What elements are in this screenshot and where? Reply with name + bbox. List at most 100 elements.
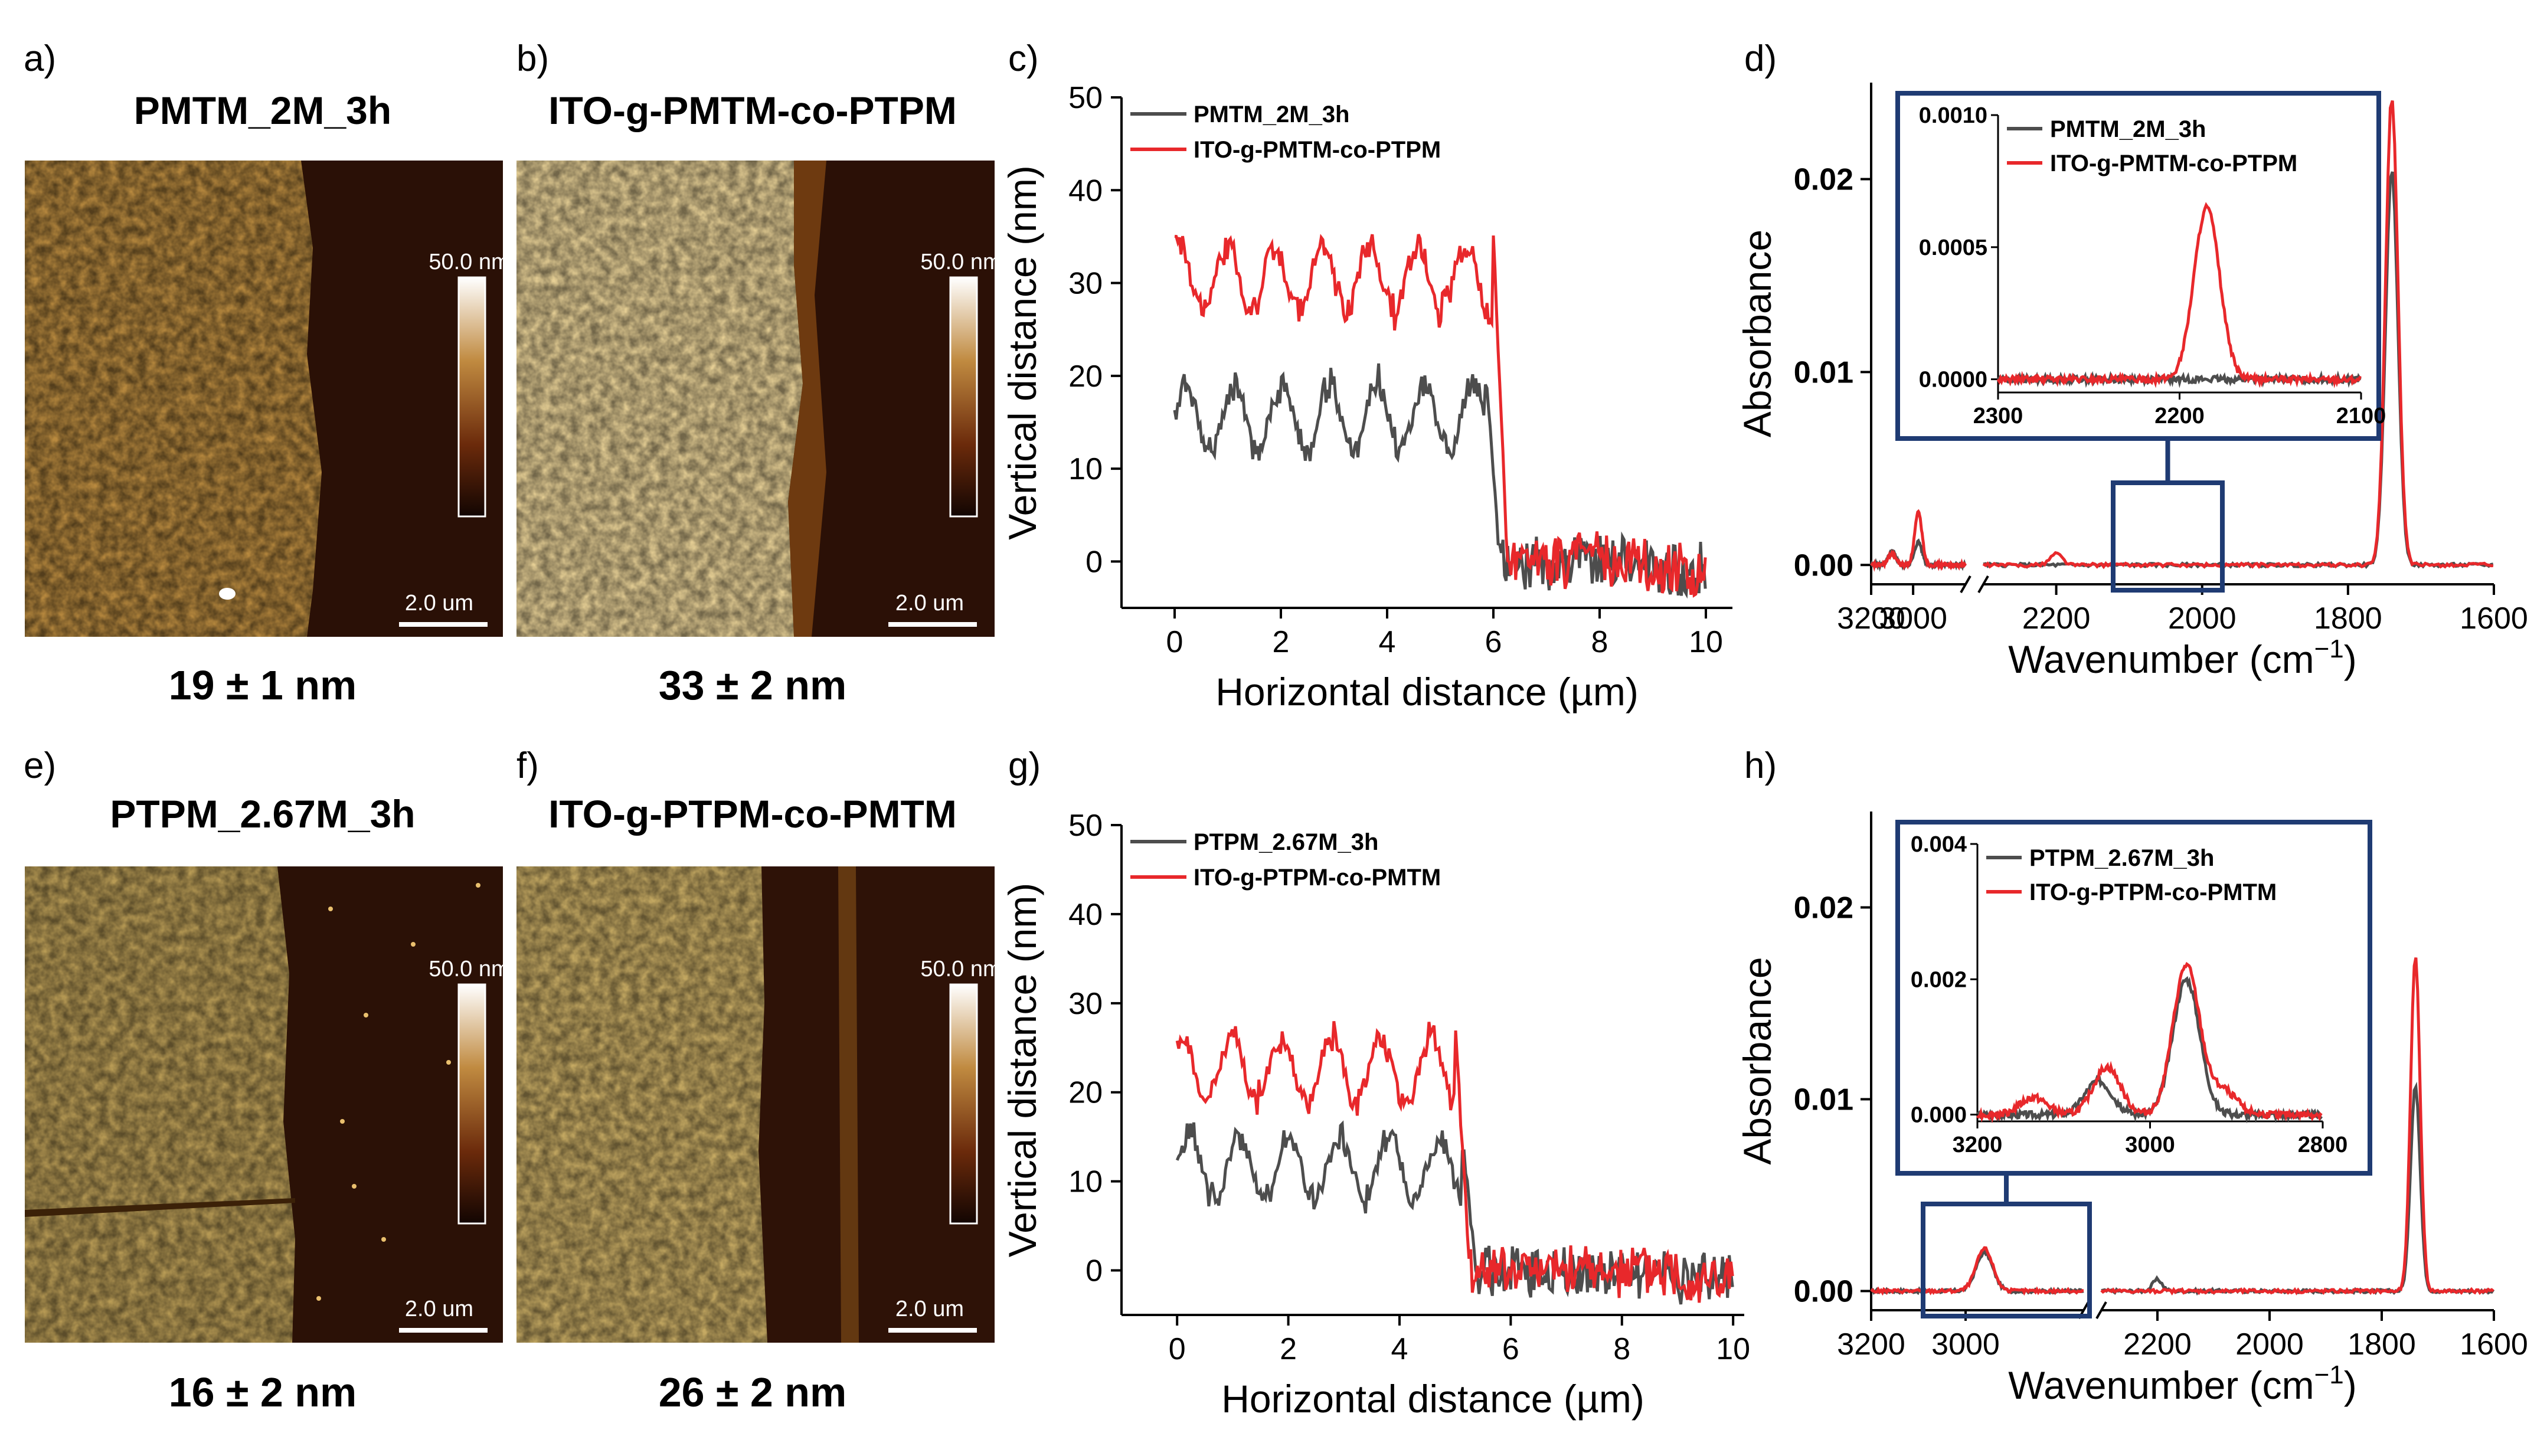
scale-bar-label-f: 2.0 um — [895, 1297, 964, 1321]
x-tick-label: 10 — [1716, 1332, 1750, 1366]
inset-y-tick-label: 0.0010 — [1919, 103, 1987, 128]
y-tick-label: 0.01 — [1794, 355, 1853, 390]
inset-y-tick-label: 0.0000 — [1919, 368, 1987, 392]
color-scale-bar-b — [949, 276, 978, 518]
inset-x-tick-label: 3000 — [2125, 1133, 2175, 1157]
scale-bar-label-a: 2.0 um — [405, 591, 473, 616]
x-tick-label: 1800 — [2314, 601, 2382, 636]
panel-letter-e: e) — [24, 745, 56, 786]
inset-x-tick-label: 3200 — [1953, 1133, 2003, 1157]
afm-result-a: 19 ± 1 nm — [169, 662, 357, 708]
afm-panel-a: a) PMTM_2M_3h 50.0 nm 2.0 um 19 ± 1 nm — [24, 38, 510, 708]
color-scale-bar-f — [949, 983, 978, 1225]
x-tick-label: 10 — [1689, 625, 1723, 659]
legend-label-2: ITO-g-PMTM-co-PTPM — [1194, 137, 1441, 163]
y-tick-label: 0.02 — [1794, 162, 1853, 197]
zoom-region-box — [2111, 480, 2225, 593]
legend-label-1: PMTM_2M_3h — [2050, 116, 2206, 142]
x-tick-label: 2 — [1273, 625, 1290, 659]
y-axis-label: Absorbance — [1735, 957, 1779, 1164]
inset-x-tick-label: 2100 — [2336, 404, 2386, 428]
x-tick-label: 6 — [1485, 625, 1502, 659]
inset-series-line-2 — [1976, 961, 2323, 1124]
x-tick-label: 2000 — [2168, 601, 2237, 636]
inset-y-tick-label: 0.0005 — [1919, 235, 1987, 260]
series-line-2-left — [1870, 509, 1967, 572]
series-line-2-right — [1982, 100, 2493, 570]
legend-label-1: PMTM_2M_3h — [1194, 102, 1350, 127]
x-tick-label: 2000 — [2235, 1327, 2304, 1362]
x-tick-label: 2200 — [2022, 601, 2091, 636]
x-tick-label: 4 — [1391, 1332, 1408, 1366]
afm-result-b: 33 ± 2 nm — [659, 662, 847, 708]
color-scale-max-a: 50.0 nm — [429, 250, 509, 274]
color-scale-max-e: 50.0 nm — [429, 957, 509, 981]
panel-letter-d: d) — [1744, 38, 1777, 79]
x-tick-label: 3000 — [1931, 1327, 2000, 1362]
zoom-region-box — [1921, 1202, 2092, 1318]
y-tick-label: 30 — [1068, 987, 1103, 1021]
y-tick-label: 40 — [1068, 174, 1103, 208]
panel-letter-g: g) — [1008, 745, 1041, 786]
panel-letter-a: a) — [24, 38, 56, 79]
x-tick-label: 2 — [1280, 1332, 1297, 1366]
inset-y-tick-label: 0.000 — [1911, 1103, 1967, 1128]
y-tick-label: 40 — [1068, 898, 1103, 932]
x-tick-label: 3200 — [1837, 601, 1905, 636]
scale-bar-label-b: 2.0 um — [895, 591, 964, 616]
color-scale-max-b: 50.0 nm — [920, 250, 1001, 274]
x-tick-label: 3200 — [1837, 1327, 1905, 1362]
y-tick-label: 0.01 — [1794, 1083, 1853, 1117]
y-axis-label: Vertical distance (nm) — [1001, 883, 1044, 1258]
legend-label-1: PTPM_2.67M_3h — [1194, 829, 1378, 855]
chart-h: h) 3200 3000 2200 2000 1800 1600 0.00 0.01 0.02 Wa… — [1735, 745, 2528, 1407]
series-line-1 — [1175, 1120, 1734, 1305]
inset-x-tick-label: 2300 — [1973, 404, 2023, 428]
axis-break-mark — [1960, 575, 1989, 593]
y-tick-label: 50 — [1068, 809, 1103, 843]
afm-title-b: ITO-g-PMTM-co-PTPM — [548, 89, 957, 132]
series-line-2 — [1175, 1021, 1734, 1303]
x-axis-label: Wavenumber (cm−1) — [2008, 1360, 2357, 1407]
afm-title-f: ITO-g-PTPM-co-PMTM — [548, 792, 957, 836]
legend-label-1: PTPM_2.67M_3h — [2029, 845, 2214, 871]
legend-label-2: ITO-g-PTPM-co-PMTM — [1194, 865, 1441, 891]
x-tick-label: 1600 — [2460, 601, 2528, 636]
x-tick-label: 8 — [1591, 625, 1608, 659]
x-tick-label: 6 — [1502, 1332, 1519, 1366]
x-tick-label: 1600 — [2460, 1327, 2528, 1362]
y-axis-label: Absorbance — [1735, 230, 1779, 437]
panel-letter-c: c) — [1008, 38, 1039, 79]
afm-panel-f: f) ITO-g-PTPM-co-PMTM 50.0 nm 2.0 um 26 … — [516, 745, 1002, 1415]
color-scale-max-f: 50.0 nm — [920, 957, 1001, 981]
x-tick-label: 2200 — [2123, 1327, 2192, 1362]
y-tick-label: 30 — [1068, 267, 1103, 301]
x-tick-label: 1800 — [2347, 1327, 2416, 1362]
inset-y-tick-label: 0.002 — [1911, 967, 1967, 992]
afm-result-f: 26 ± 2 nm — [659, 1369, 847, 1415]
x-tick-label: 3000 — [1879, 601, 1947, 636]
y-tick-label: 20 — [1068, 359, 1103, 394]
y-tick-label: 0.00 — [1794, 548, 1853, 583]
y-tick-label: 50 — [1068, 81, 1103, 115]
x-tick-label: 0 — [1166, 625, 1183, 659]
chart-g: g) 0 2 4 6 8 10 0 10 20 30 40 50 Horizontal distance … — [1001, 745, 1750, 1421]
inset-x-tick-label: 2200 — [2154, 404, 2205, 428]
y-tick-label: 0 — [1086, 545, 1103, 579]
y-tick-label: 0.00 — [1794, 1275, 1853, 1309]
color-scale-bar-a — [457, 276, 486, 518]
panel-letter-h: h) — [1744, 745, 1777, 786]
color-scale-bar-e — [457, 983, 486, 1225]
afm-panel-e: e) PTPM_2.67M_3h 50.0 nm 2.0 um 16 ± 2 n… — [24, 745, 510, 1415]
legend-label-2: ITO-g-PMTM-co-PTPM — [2050, 150, 2297, 176]
x-tick-label: 4 — [1379, 625, 1396, 659]
series-line-2 — [1174, 234, 1707, 598]
x-axis-label: Wavenumber (cm−1) — [2008, 634, 2357, 681]
y-tick-label: 0 — [1086, 1254, 1103, 1288]
scale-bar-label-e: 2.0 um — [405, 1297, 473, 1321]
chart-c: c) 0 2 4 6 8 10 0 10 20 30 40 50 Horizontal distance … — [1001, 38, 1732, 714]
panel-letter-b: b) — [516, 38, 549, 79]
x-axis-label: Horizontal distance (µm) — [1215, 670, 1639, 714]
